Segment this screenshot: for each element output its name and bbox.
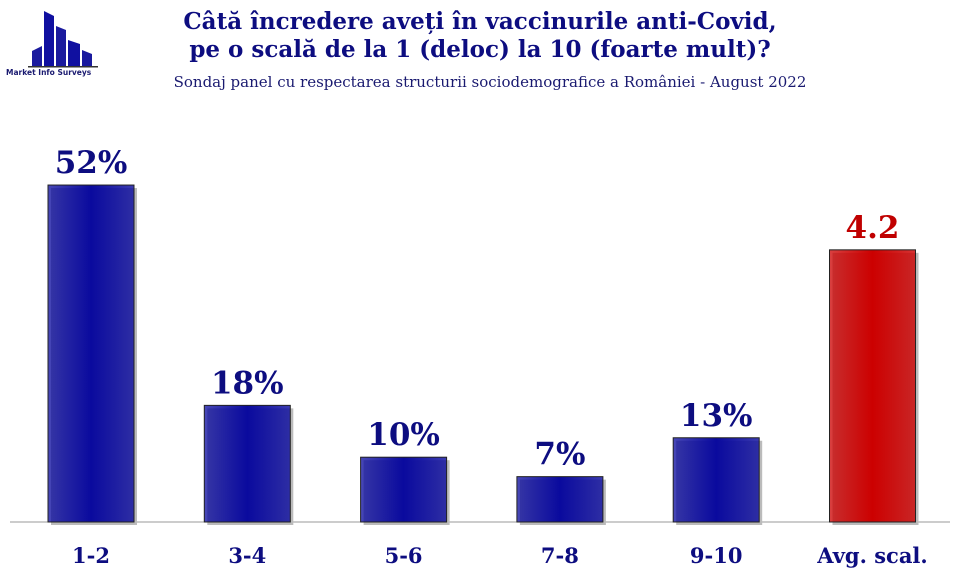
x-tick-label: 7-8 bbox=[541, 543, 579, 568]
data-label: 4.2 bbox=[846, 210, 900, 246]
chart-subtitle: Sondaj panel cu respectarea structurii s… bbox=[173, 73, 807, 91]
data-label: 10% bbox=[367, 417, 440, 453]
title-line-1: Câtă încredere aveți în vaccinurile anti… bbox=[183, 8, 777, 35]
logo-text: Market Info Surveys bbox=[6, 68, 92, 77]
x-tick-label: 3-4 bbox=[228, 543, 266, 568]
bar-1-2 bbox=[47, 184, 135, 523]
x-tick-label: 1-2 bbox=[72, 543, 110, 568]
data-label: 18% bbox=[211, 365, 284, 401]
bar-5-6 bbox=[360, 456, 448, 523]
bar-Avg. scal. bbox=[829, 249, 916, 523]
x-tick-label: Avg. scal. bbox=[816, 543, 927, 568]
title-line-2: pe o scală de la 1 (deloc) la 10 (foarte… bbox=[189, 36, 771, 63]
chart-title: Câtă încredere aveți în vaccinurile anti… bbox=[150, 8, 810, 64]
bar-7-8 bbox=[516, 476, 604, 523]
x-tick-label: 9-10 bbox=[690, 543, 743, 568]
x-tick-label: 5-6 bbox=[385, 543, 423, 568]
bar-3-4 bbox=[203, 404, 291, 523]
data-label: 52% bbox=[55, 145, 128, 181]
logo-buildings-icon bbox=[28, 11, 98, 68]
data-label: 7% bbox=[534, 437, 585, 473]
bar-9-10 bbox=[672, 437, 760, 523]
data-label: 13% bbox=[680, 398, 753, 434]
